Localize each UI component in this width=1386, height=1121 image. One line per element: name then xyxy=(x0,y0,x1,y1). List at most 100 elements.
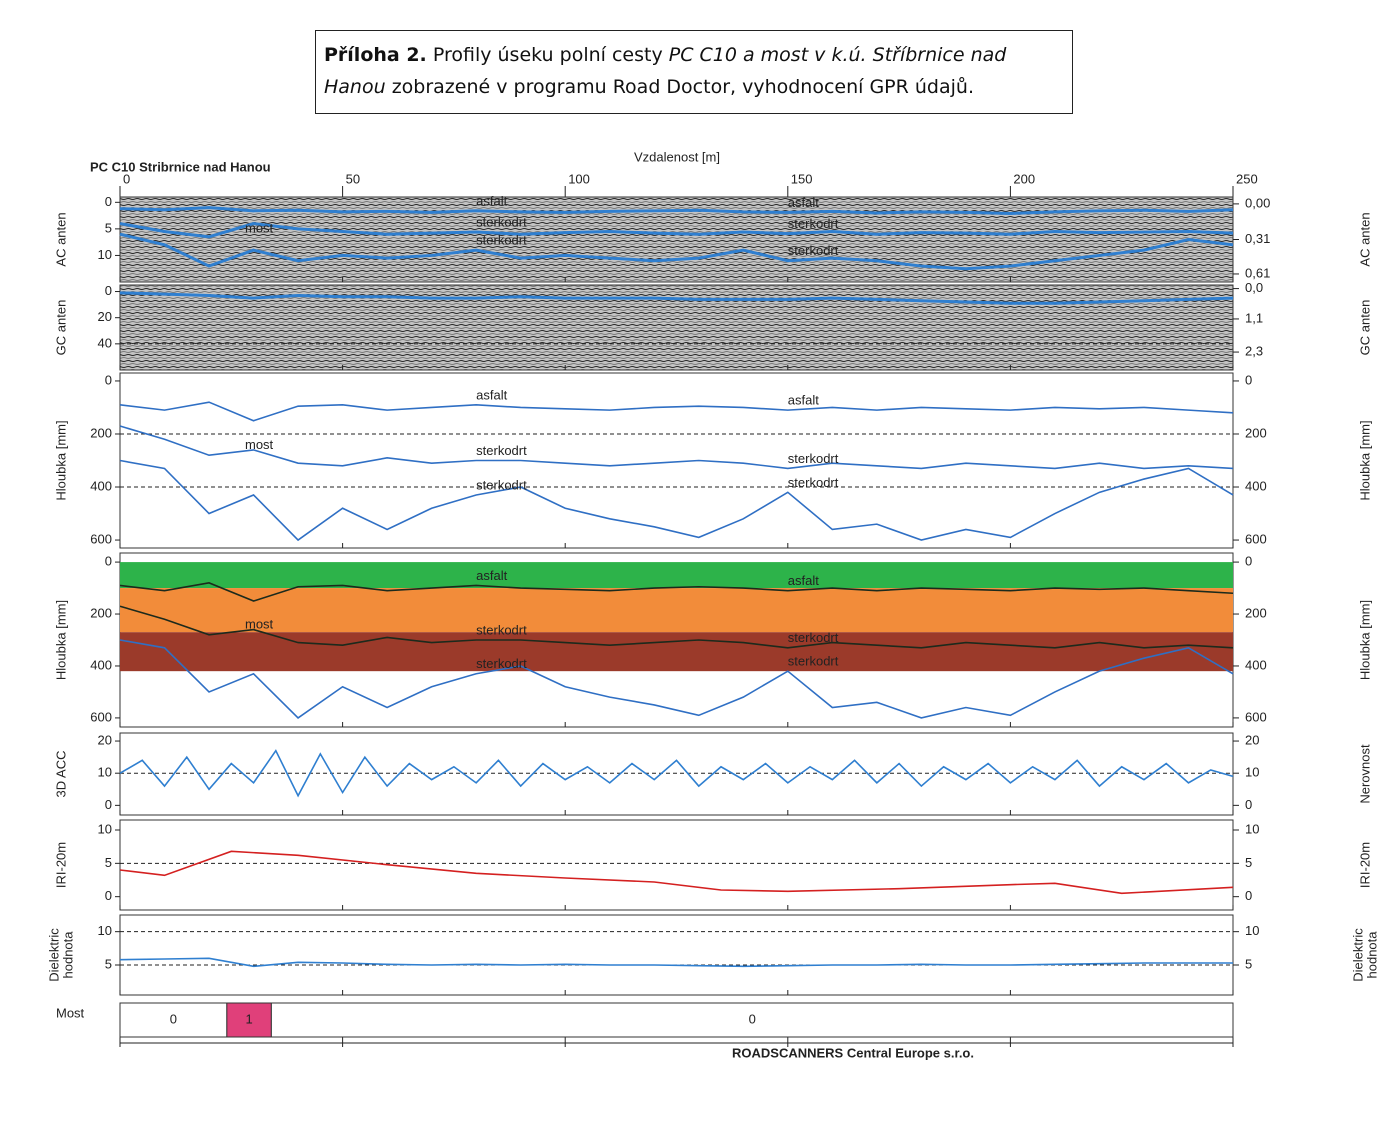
y-tick-label: 0 xyxy=(105,554,112,569)
series-label: sterkodrt xyxy=(476,477,527,492)
x-tick-label: 150 xyxy=(791,171,813,186)
y-tick-label: 0 xyxy=(105,372,112,387)
panel-frame xyxy=(119,914,1234,996)
y-tick-label: 10 xyxy=(98,923,112,938)
y2-tick-label: 0,0 xyxy=(1245,280,1263,295)
y2-tick-label: 600 xyxy=(1245,531,1267,546)
series-label: sterkodrt xyxy=(788,475,839,490)
y2-tick-label: 400 xyxy=(1245,657,1267,672)
panel-frame xyxy=(119,372,1234,549)
series-label: sterkodrt xyxy=(788,630,839,645)
band xyxy=(120,632,1233,672)
series-label: sterkodrt xyxy=(476,443,527,458)
y2-tick-label: 0,31 xyxy=(1245,231,1270,246)
line xyxy=(119,459,1234,542)
x-tick-label: 0 xyxy=(123,171,130,186)
y2-tick-label: 0 xyxy=(1245,888,1252,903)
caption-text: Profily úseku polní cesty xyxy=(432,44,663,66)
x-tick-label: 50 xyxy=(346,171,360,186)
y-tick-label: 10 xyxy=(98,765,112,780)
y2-tick-label: 400 xyxy=(1245,478,1267,493)
series-label: sterkodrt xyxy=(476,656,527,671)
series-label: asfalt xyxy=(788,195,819,210)
figure-title: PC C10 Stribrnice nad Hanou xyxy=(90,159,271,174)
y-tick-label: 5 xyxy=(105,956,112,971)
y2-tick-label: 200 xyxy=(1245,605,1267,620)
segment-label: 0 xyxy=(170,1011,177,1026)
line xyxy=(119,582,1234,602)
caption-italic: Hanou xyxy=(324,76,386,98)
y-tick-label: 0 xyxy=(105,283,112,298)
line xyxy=(119,222,1234,239)
axis-label: Hloubka [mm] xyxy=(53,420,68,500)
annotation: most xyxy=(245,220,274,235)
y2-tick-label: 5 xyxy=(1245,855,1252,870)
series-label: sterkodrt xyxy=(476,215,527,230)
y-tick-label: 200 xyxy=(90,605,112,620)
y2-tick-label: 0,00 xyxy=(1245,195,1270,210)
y-tick-label: 0 xyxy=(105,194,112,209)
y-tick-label: 0 xyxy=(105,797,112,812)
segment xyxy=(119,1002,228,1038)
y-tick-label: 40 xyxy=(98,335,112,350)
caption-line: Hanou zobrazené v programu Road Doctor, … xyxy=(324,71,1064,103)
y-tick-label: 10 xyxy=(98,821,112,836)
line xyxy=(119,639,1234,719)
y2-tick-label: 600 xyxy=(1245,709,1267,724)
series-label: sterkodrt xyxy=(788,654,839,669)
axis-label: AC anten xyxy=(1357,212,1372,266)
axis-label: Nerovnost xyxy=(1357,744,1372,804)
y-tick-label: 20 xyxy=(98,732,112,747)
y2-tick-label: 1,1 xyxy=(1245,310,1263,325)
y2-tick-label: 2,3 xyxy=(1245,343,1263,358)
panel-frame xyxy=(119,732,1234,816)
series-label: asfalt xyxy=(476,387,507,402)
caption-text: zobrazené v programu Road Doctor, vyhodn… xyxy=(391,76,974,98)
line xyxy=(119,605,1234,649)
y2-tick-label: 0 xyxy=(1245,554,1252,569)
y2-tick-label: 10 xyxy=(1245,765,1259,780)
axis-label: GC anten xyxy=(53,300,68,356)
series-label: sterkodrt xyxy=(788,451,839,466)
caption: Příloha 2. Profily úseku polní cesty PC … xyxy=(315,30,1073,114)
y2-tick-label: 20 xyxy=(1245,732,1259,747)
y-tick-label: 200 xyxy=(90,425,112,440)
caption-italic: PC C10 a most v k.ú. Stříbrnice nad xyxy=(668,44,1007,66)
annotation: most xyxy=(245,616,274,631)
axis-label: hodnota xyxy=(1364,931,1379,979)
series-label: sterkodrt xyxy=(476,622,527,637)
line xyxy=(119,749,1234,798)
y-tick-label: 600 xyxy=(90,531,112,546)
y2-tick-label: 0 xyxy=(1245,372,1252,387)
y-tick-label: 0 xyxy=(105,888,112,903)
line xyxy=(119,401,1234,422)
series-label: sterkodrt xyxy=(788,216,839,231)
x-tick-label: 100 xyxy=(568,171,590,186)
line xyxy=(119,206,1234,215)
y2-tick-label: 0,61 xyxy=(1245,265,1270,280)
y-tick-label: 400 xyxy=(90,657,112,672)
x-tick-label: 250 xyxy=(1236,171,1258,186)
segment xyxy=(226,1002,272,1038)
line xyxy=(119,957,1233,968)
axis-label: Hloubka [mm] xyxy=(1357,420,1372,500)
axis-label: Dielektric xyxy=(1350,928,1365,982)
line xyxy=(119,232,1234,271)
y2-tick-label: 5 xyxy=(1245,956,1252,971)
segment-label: 1 xyxy=(245,1011,252,1026)
panel-frame xyxy=(119,819,1234,911)
band xyxy=(120,588,1233,633)
y-tick-label: 10 xyxy=(98,247,112,262)
axis-label: Hloubka [mm] xyxy=(1357,600,1372,680)
y-tick-label: 5 xyxy=(105,220,112,235)
axis-label: Dielektric xyxy=(46,928,61,982)
line xyxy=(119,850,1234,895)
series-label: asfalt xyxy=(476,193,507,208)
y-tick-label: 600 xyxy=(90,709,112,724)
axis-label: GC anten xyxy=(1357,300,1372,356)
line xyxy=(119,425,1234,470)
y2-tick-label: 0 xyxy=(1245,797,1252,812)
series-label: asfalt xyxy=(788,393,819,408)
series-label: asfalt xyxy=(476,568,507,583)
